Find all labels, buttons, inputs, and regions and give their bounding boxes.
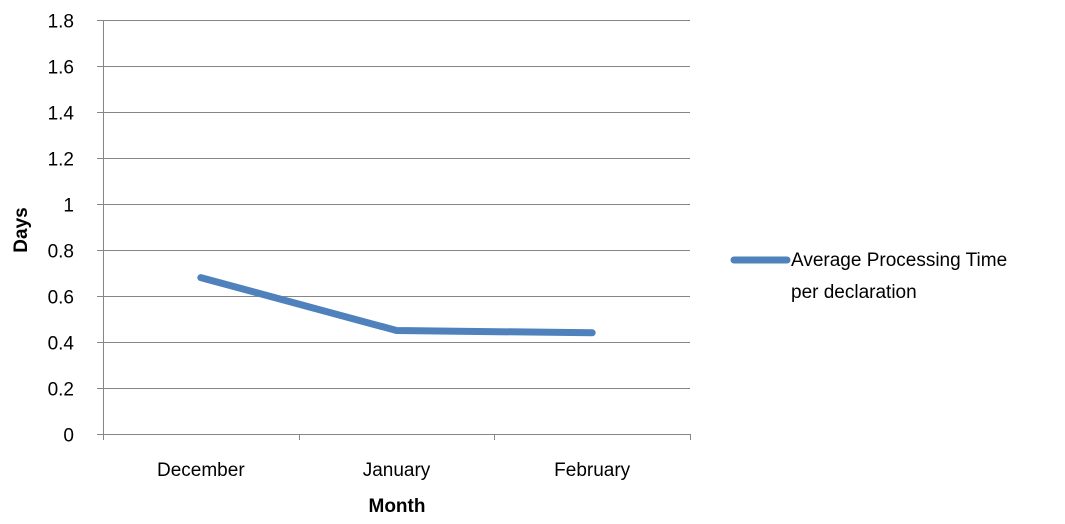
y-tick-label: 1.8 [48,12,74,33]
y-tick-label: 1.6 [48,58,74,79]
x-tick-label: January [363,460,431,481]
y-tick-label: 0.6 [48,288,74,309]
x-axis-title: Month [369,496,426,517]
y-tick-label: 0.8 [48,242,74,263]
y-axis-title: Days [11,207,32,252]
y-tick-label: 0 [63,426,74,447]
y-tick-label: 0.2 [48,380,74,401]
axes [103,20,691,440]
series-lines [201,278,593,333]
y-tick-labels: 0 0.2 0.4 0.6 0.8 1 1.2 1.4 1.6 1.8 [48,12,75,447]
y-tick-label: 1 [63,196,74,217]
y-tick-label: 1.2 [48,150,74,171]
x-tick-labels: December January February [157,460,631,481]
series-line [201,278,592,333]
y-tick-label: 1.4 [48,104,75,125]
y-tick-label: 0.4 [48,334,75,355]
gridlines [97,21,690,435]
x-tick-label: February [554,460,631,481]
x-tick-label: December [157,460,245,481]
